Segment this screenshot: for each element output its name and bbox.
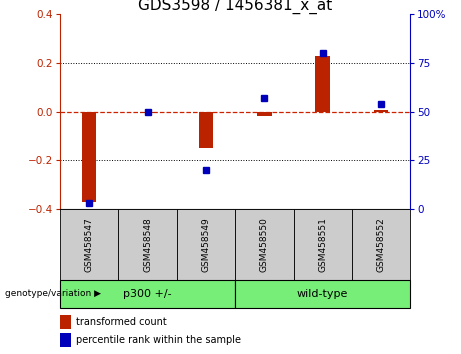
Bar [60,209,118,280]
Text: GSM458547: GSM458547 [85,217,94,272]
Bar [199,112,213,148]
Text: transformed count: transformed count [76,317,167,327]
Title: GDS3598 / 1456381_x_at: GDS3598 / 1456381_x_at [138,0,332,14]
Bar [140,112,155,113]
Bar [235,280,410,308]
Text: GSM458549: GSM458549 [201,217,210,272]
Text: wild-type: wild-type [297,289,349,299]
Text: genotype/variation ▶: genotype/variation ▶ [5,289,100,298]
Bar [60,280,235,308]
Bar [374,110,388,112]
Text: GSM458551: GSM458551 [318,217,327,272]
Bar [294,209,352,280]
Text: p300 +/-: p300 +/- [123,289,172,299]
Bar [82,112,96,201]
Text: GSM458552: GSM458552 [377,217,385,272]
Bar [352,209,410,280]
Text: GSM458548: GSM458548 [143,217,152,272]
Bar [315,56,330,112]
Text: percentile rank within the sample: percentile rank within the sample [76,335,241,345]
Bar [118,209,177,280]
Bar [235,209,294,280]
Bar [177,209,235,280]
Text: GSM458550: GSM458550 [260,217,269,272]
Bar [257,112,272,116]
